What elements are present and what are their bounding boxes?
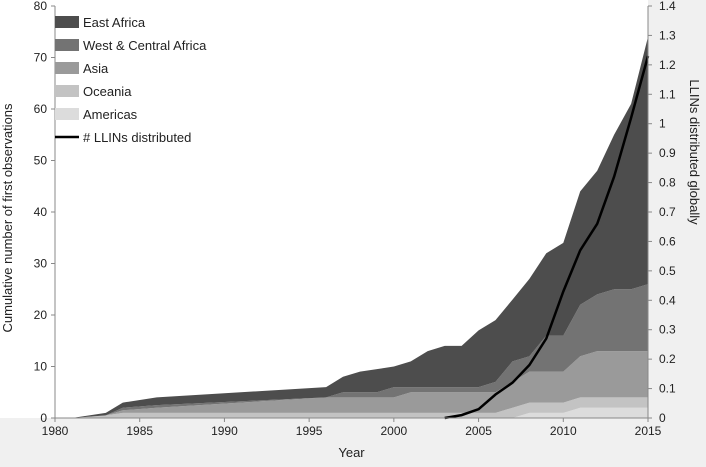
legend-label-asia: Asia	[83, 61, 109, 76]
y2-tick-label: 1.3	[659, 28, 676, 42]
legend-label-west-central-africa: West & Central Africa	[83, 38, 207, 53]
y2-tick-label: 0	[659, 411, 666, 425]
area-americas	[55, 407, 648, 418]
y-tick-label: 20	[34, 308, 48, 322]
y2-tick-label: 0.6	[659, 234, 676, 248]
y2-tick-label: 1.4	[659, 0, 676, 13]
x-tick-label: 1995	[296, 424, 323, 438]
x-tick-label: 2010	[550, 424, 577, 438]
legend-label-americas: Americas	[83, 107, 138, 122]
x-tick-label: 1985	[126, 424, 153, 438]
area-series-group	[55, 36, 648, 419]
x-tick-label: 2015	[635, 424, 662, 438]
y-tick-label: 10	[34, 360, 48, 374]
y-tick-label: 30	[34, 257, 48, 271]
legend-swatch-east-africa	[55, 16, 79, 28]
y-axis-label: Cumulative number of first observations	[0, 103, 15, 333]
legend-label-llins: # LLINs distributed	[83, 130, 191, 145]
x-tick-label: 2000	[381, 424, 408, 438]
legend-swatch-asia	[55, 62, 79, 74]
area-oceania	[55, 397, 648, 418]
legend-swatch-west-central-africa	[55, 39, 79, 51]
y-tick-label: 60	[34, 102, 48, 116]
legend-label-oceania: Oceania	[83, 84, 132, 99]
y-tick-label: 80	[34, 0, 48, 13]
y2-tick-label: 1	[659, 117, 666, 131]
legend-swatch-oceania	[55, 85, 79, 97]
y2-tick-label: 0.7	[659, 205, 676, 219]
y2-tick-label: 1.2	[659, 58, 676, 72]
x-tick-label: 1980	[42, 424, 69, 438]
x-axis-label: Year	[338, 445, 365, 460]
y2-tick-label: 0.5	[659, 264, 676, 278]
legend-swatch-americas	[55, 108, 79, 120]
area-asia	[55, 351, 648, 418]
x-tick-label: 1990	[211, 424, 238, 438]
y-tick-label: 40	[34, 205, 48, 219]
x-tick-label: 2005	[465, 424, 492, 438]
legend: East Africa West & Central Africa Asia Ocea…	[55, 15, 207, 145]
y2-tick-label: 0.2	[659, 352, 676, 366]
y-tick-label: 70	[34, 51, 48, 65]
y2-tick-label: 0.1	[659, 382, 676, 396]
legend-label-east-africa: East Africa	[83, 15, 146, 30]
y-tick-label: 0	[40, 411, 47, 425]
llin-line-group	[444, 55, 650, 420]
y2-axis-label: LLINs distributed globally	[687, 79, 702, 225]
y2-tick-label: 0.3	[659, 323, 676, 337]
axes-group: 1980 1985 1990 1995 2000 2005 2010 201501020304…	[34, 0, 676, 438]
area-east-africa	[55, 36, 648, 419]
llin-line	[444, 55, 650, 420]
y2-tick-label: 0.8	[659, 176, 676, 190]
y2-tick-label: 0.9	[659, 146, 676, 160]
y-tick-label: 50	[34, 154, 48, 168]
y2-tick-label: 1.1	[659, 87, 676, 101]
y2-tick-label: 0.4	[659, 293, 676, 307]
area-west-central-africa	[55, 284, 648, 418]
